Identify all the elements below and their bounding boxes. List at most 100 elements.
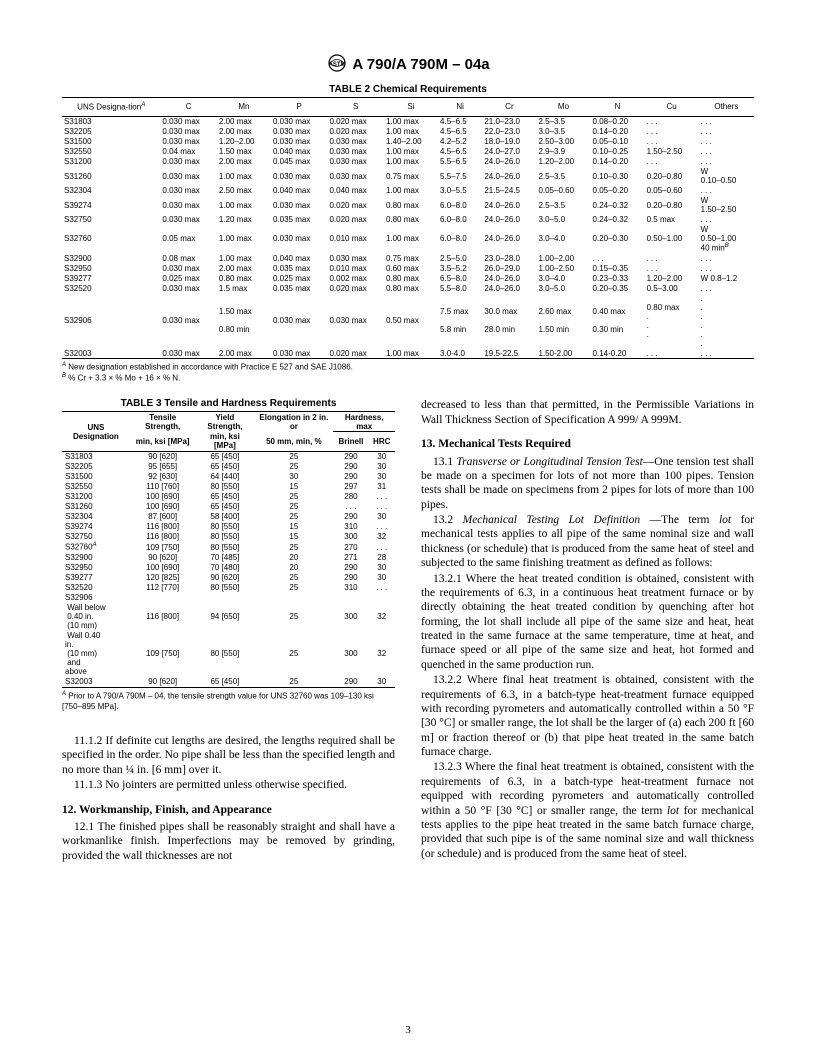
table-cell: 25 <box>254 451 333 462</box>
table-cell: S32950 <box>62 563 130 573</box>
table-cell: 1.5 max <box>217 283 271 293</box>
t3-col-elong-b: 50 mm, min, % <box>254 432 333 452</box>
table-cell: 6.0–8.0 <box>438 215 482 225</box>
table-row: S327600.05 max1.00 max0.030 max0.010 max… <box>62 225 754 254</box>
table-cell: 80 [550] <box>196 522 255 532</box>
table-cell: 20 <box>254 553 333 563</box>
table-cell: 94 [650] <box>196 603 255 631</box>
table-cell: 0.010 max <box>327 263 383 273</box>
table-cell: 0.24–0.32 <box>591 215 645 225</box>
table-cell: 290 <box>333 462 368 472</box>
p-13-2: 13.2 Mechanical Testing Lot Definition —… <box>421 513 754 571</box>
table-row: Wall below 0.40 in. (10 mm)116 [800]94 [… <box>62 603 395 631</box>
table-cell: 0.030 max <box>271 293 327 348</box>
table-cell: 0.23–0.33 <box>591 273 645 283</box>
table-cell: 30 <box>368 472 395 482</box>
table-cell: 25 <box>254 631 333 677</box>
table-cell: 1.50-2.00 <box>536 348 590 359</box>
table-cell: . . . <box>699 116 754 127</box>
table-row: S32550110 [760]80 [550]1529731 <box>62 482 395 492</box>
table-cell: 3.0–5.0 <box>536 283 590 293</box>
table-cell: S32760 <box>62 225 160 254</box>
table-cell: 271 <box>333 553 368 563</box>
table-cell: S32906 <box>62 593 395 603</box>
table-cell: 70 [480] <box>196 563 255 573</box>
table2-footnotes: A New designation established in accorda… <box>62 362 754 384</box>
table-cell: 290 <box>333 512 368 522</box>
table-cell: 0.20–0.30 <box>591 225 645 254</box>
t2-col-p: P <box>271 98 327 117</box>
table-cell: . . . <box>645 116 699 127</box>
table-row: S329500.030 max2.00 max0.035 max0.010 ma… <box>62 263 754 273</box>
table-cell: 1.50 max <box>217 147 271 157</box>
table-cell: 25 <box>254 583 333 593</box>
table-cell: 300 <box>333 631 368 677</box>
t2-col-cu: Cu <box>645 98 699 117</box>
table-cell: 0.80 max <box>384 283 438 293</box>
table-cell: 0.030 max <box>160 186 216 196</box>
table-row: S32950100 [690]70 [480]2029030 <box>62 563 395 573</box>
table-cell: 270 <box>333 542 368 553</box>
table-cell: 80 [550] <box>196 631 255 677</box>
table-cell: 80 [550] <box>196 542 255 553</box>
table-row: S31200100 [690]65 [450]25280. . . <box>62 492 395 502</box>
table-cell: 2.5–3.5 <box>536 196 590 215</box>
table-row: S3290090 [620]70 [485]2027128 <box>62 553 395 563</box>
table-row: S39277120 [825]90 [620]2529030 <box>62 573 395 583</box>
table-cell: S31260 <box>62 502 130 512</box>
table-cell: 65 [450] <box>196 502 255 512</box>
table-cell: . . . <box>699 283 754 293</box>
table-cell: 0.15–0.35 <box>591 263 645 273</box>
table-cell: 70 [485] <box>196 553 255 563</box>
table-cell: 1.00 max <box>384 186 438 196</box>
astm-logo-icon: ASTM <box>326 54 348 76</box>
table-cell: 90 [620] <box>130 553 196 563</box>
table-cell: 4.5–6.5 <box>438 147 482 157</box>
table-row: S322050.030 max2.00 max0.030 max0.020 ma… <box>62 127 754 137</box>
table-cell: 0.05–0.20 <box>591 186 645 196</box>
table-row: S327500.030 max1.20 max0.035 max0.020 ma… <box>62 215 754 225</box>
t3-col-elong-a: Elongation in 2 in. or <box>254 412 333 432</box>
t2-col-n: N <box>591 98 645 117</box>
table-cell: 0.80 max... <box>645 293 699 348</box>
table-cell: 2.5–3.5 <box>536 116 590 127</box>
table-cell: 25 <box>254 603 333 631</box>
table-cell: 15 <box>254 482 333 492</box>
table-cell: 25 <box>254 677 333 688</box>
table-cell: 65 [450] <box>196 492 255 502</box>
table-cell: 0.60 max <box>384 263 438 273</box>
table-cell: 87 [600] <box>130 512 196 522</box>
table-cell: 25 <box>254 502 333 512</box>
table-cell: S32304 <box>62 186 160 196</box>
table-cell: 0.040 max <box>271 186 327 196</box>
table-cell: 0.020 max <box>327 348 383 359</box>
table-cell: 0.030 max <box>271 137 327 147</box>
table-cell: 0.80 max <box>217 273 271 283</box>
table-cell: W0.10–0.50 <box>699 167 754 186</box>
t2-col-mn: Mn <box>217 98 271 117</box>
t3-col-tensile-a: Tensile Strength, <box>130 412 196 432</box>
table-cell: 0.50 max <box>384 293 438 348</box>
table-cell: 1.00–2.00 <box>536 253 590 263</box>
table-cell: 1.00–2.50 <box>536 263 590 273</box>
table2: UNS Designa-tionA C Mn P S Si Ni Cr Mo N… <box>62 97 754 359</box>
table-cell: 0.035 max <box>271 263 327 273</box>
h12: 12. Workmanship, Finish, and Appearance <box>62 803 395 817</box>
table-cell: 0.002 max <box>327 273 383 283</box>
table-cell: 0.08–0.20 <box>591 116 645 127</box>
table-cell: 310 <box>333 522 368 532</box>
t3-col-hardness: Hardness, max <box>333 412 395 432</box>
table-cell: . . . <box>645 137 699 147</box>
right-column-text: decreased to less than that permitted, i… <box>421 398 754 864</box>
table-cell: 2.00 max <box>217 348 271 359</box>
table-row: S3230487 [600]58 [400]2529030 <box>62 512 395 522</box>
table-cell: 28 <box>368 553 395 563</box>
table-cell: 290 <box>333 563 368 573</box>
table3-caption: TABLE 3 Tensile and Hardness Requirement… <box>62 398 395 409</box>
table-cell: 1.00 max <box>384 147 438 157</box>
p-13-2-1: 13.2.1 Where the heat treated condition … <box>421 572 754 673</box>
table-row: S39274116 [800]80 [550]15310. . . <box>62 522 395 532</box>
table-cell: 116 [800] <box>130 532 196 542</box>
table-cell: S32950 <box>62 263 160 273</box>
table-cell: 100 [690] <box>130 492 196 502</box>
